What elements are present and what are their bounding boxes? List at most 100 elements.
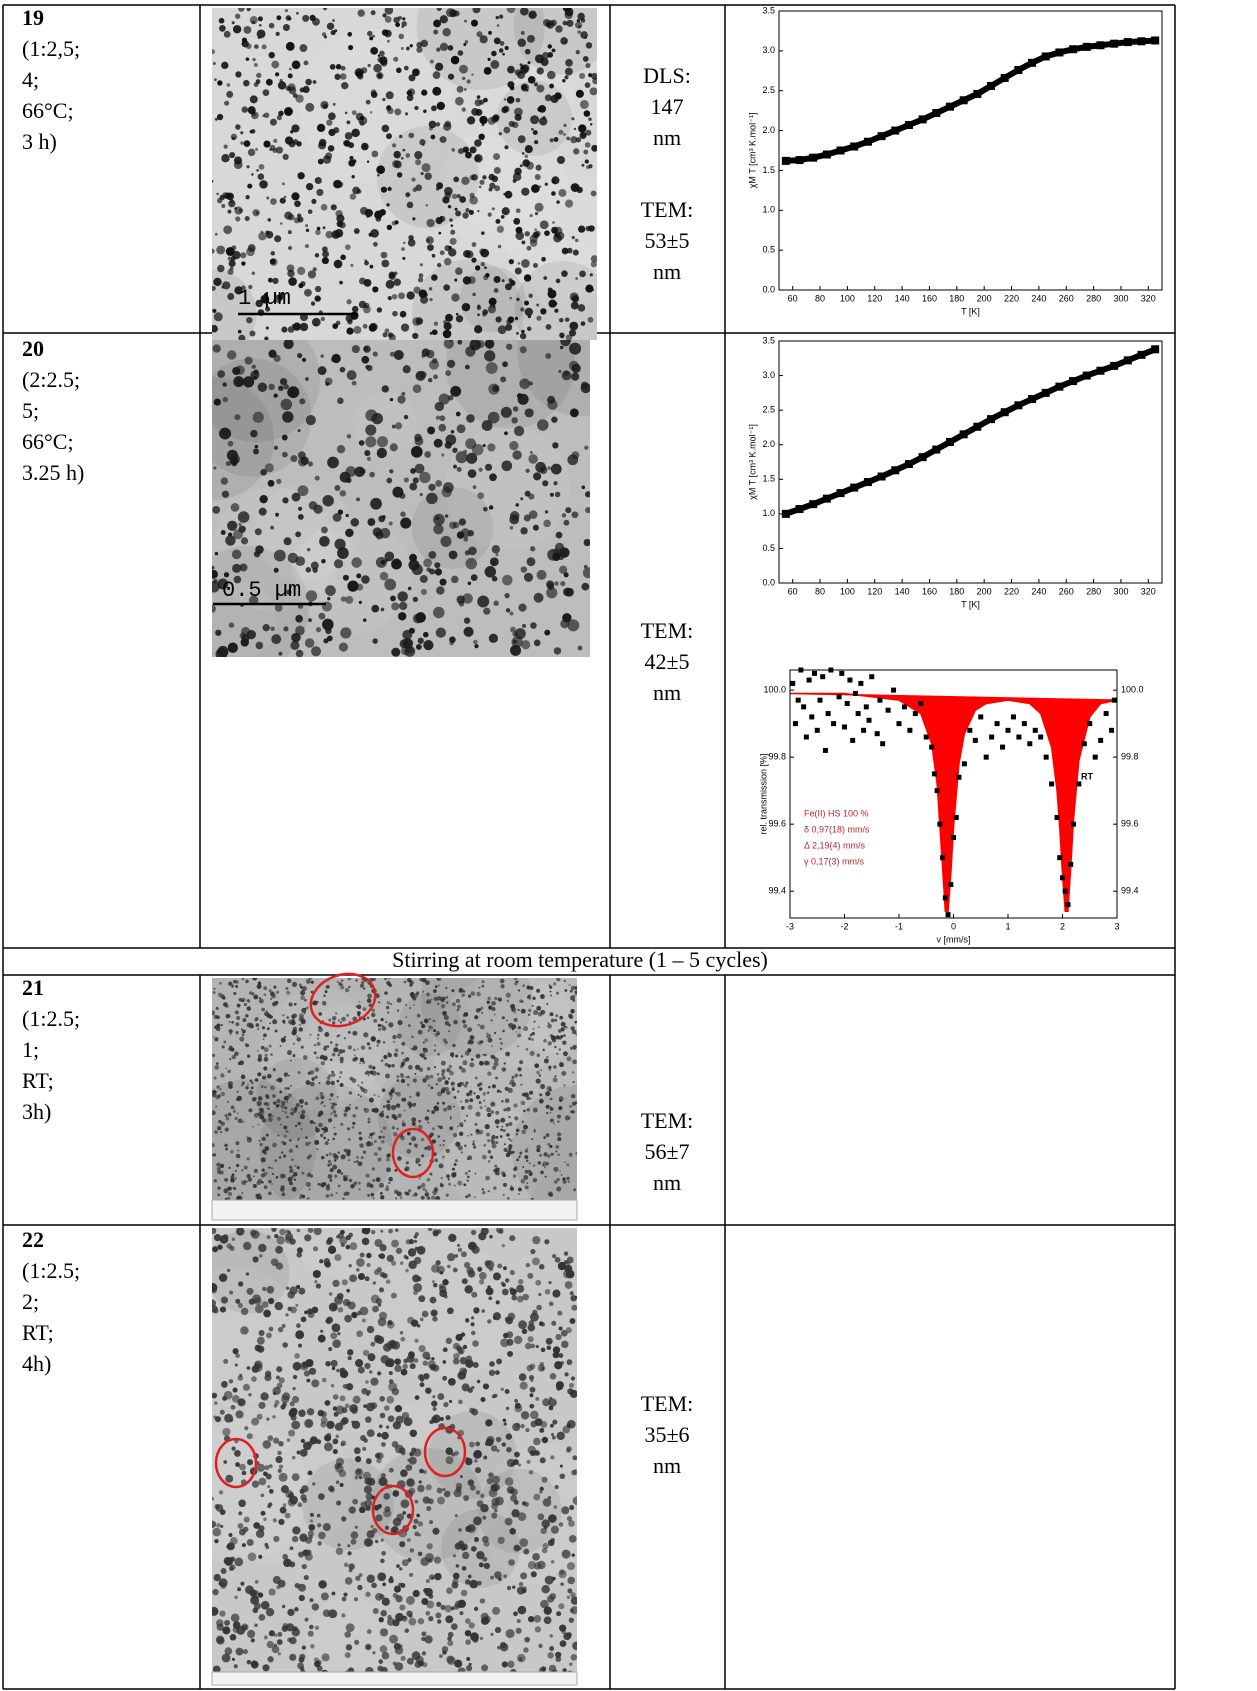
particle <box>491 1513 497 1519</box>
particle <box>530 451 533 454</box>
particle <box>216 245 225 254</box>
particle <box>371 1137 373 1139</box>
particle <box>345 132 353 140</box>
particle <box>297 1662 304 1669</box>
particle <box>546 1056 548 1058</box>
particle <box>243 1242 251 1250</box>
particle <box>308 618 312 622</box>
particle <box>539 1428 544 1433</box>
particle <box>245 216 250 221</box>
data-point <box>1093 755 1098 760</box>
particle <box>367 518 375 526</box>
particle <box>451 576 459 584</box>
particle <box>305 79 311 85</box>
particle <box>329 1292 333 1296</box>
particle <box>401 1062 405 1066</box>
particle <box>564 1372 568 1376</box>
particle <box>331 1073 336 1078</box>
particle <box>376 1177 381 1182</box>
particle <box>213 579 217 583</box>
particle <box>234 1117 237 1120</box>
particle <box>263 1066 267 1070</box>
particle <box>474 1015 478 1019</box>
particle <box>410 468 416 474</box>
particle <box>432 1280 435 1283</box>
particle <box>394 160 402 168</box>
particle <box>395 1405 402 1412</box>
particle <box>383 332 388 337</box>
particle <box>386 133 392 139</box>
particle <box>365 209 373 217</box>
particle <box>386 280 395 289</box>
particle <box>446 1194 449 1197</box>
data-point <box>880 741 885 746</box>
condition: RT; <box>22 1320 54 1345</box>
particle <box>379 1253 385 1259</box>
particle <box>425 1387 431 1393</box>
particle <box>563 124 566 127</box>
particle <box>347 1544 350 1547</box>
particle <box>402 1364 407 1369</box>
particle <box>549 1192 553 1196</box>
particle <box>283 154 289 160</box>
particle <box>479 1279 484 1284</box>
particle <box>322 257 329 264</box>
particle <box>320 1095 324 1099</box>
particle <box>276 1104 279 1107</box>
particle <box>387 187 391 191</box>
particle <box>457 467 462 472</box>
particle <box>355 1476 359 1480</box>
particle <box>372 1651 375 1654</box>
data-point <box>861 728 866 733</box>
particle <box>479 186 482 189</box>
particle <box>401 1451 405 1455</box>
particle <box>420 493 423 496</box>
particle <box>454 1185 456 1187</box>
plot-frame <box>779 341 1162 583</box>
particle <box>534 140 538 144</box>
data-point <box>891 688 896 693</box>
y-tick-label: 2.5 <box>762 405 775 415</box>
particle <box>291 1108 294 1111</box>
particle <box>388 977 390 979</box>
x-tick-label: 60 <box>788 586 798 596</box>
particle <box>508 1116 510 1118</box>
particle <box>227 269 233 275</box>
particle <box>374 1239 382 1247</box>
particle <box>326 1317 333 1324</box>
particle <box>279 1156 281 1158</box>
particle <box>462 1383 470 1391</box>
data-point <box>796 505 804 513</box>
particle <box>297 213 301 217</box>
particle <box>240 252 246 258</box>
particle <box>341 1443 345 1447</box>
particle <box>327 1164 330 1167</box>
particle <box>563 1633 571 1641</box>
particle <box>370 1193 374 1197</box>
particle <box>377 1371 381 1375</box>
particle <box>287 1087 290 1090</box>
particle <box>259 1330 265 1336</box>
particle <box>485 339 495 349</box>
particle <box>450 1052 454 1056</box>
particle <box>221 477 228 484</box>
particle <box>271 1183 273 1185</box>
particle <box>493 153 500 160</box>
particle <box>367 1120 370 1123</box>
data-point <box>823 748 828 753</box>
particle <box>352 1499 358 1505</box>
particle <box>258 1054 262 1058</box>
particle <box>487 58 490 61</box>
data-point <box>973 738 978 743</box>
particle <box>306 183 313 190</box>
particle <box>567 1588 572 1593</box>
particle <box>476 992 481 997</box>
particle <box>383 1041 385 1043</box>
particle <box>542 1477 548 1483</box>
particle <box>387 1100 391 1104</box>
condition: RT; <box>22 1068 54 1093</box>
particle <box>528 61 531 64</box>
particle <box>215 1416 221 1422</box>
particle <box>499 1038 501 1040</box>
data-point <box>932 109 940 117</box>
